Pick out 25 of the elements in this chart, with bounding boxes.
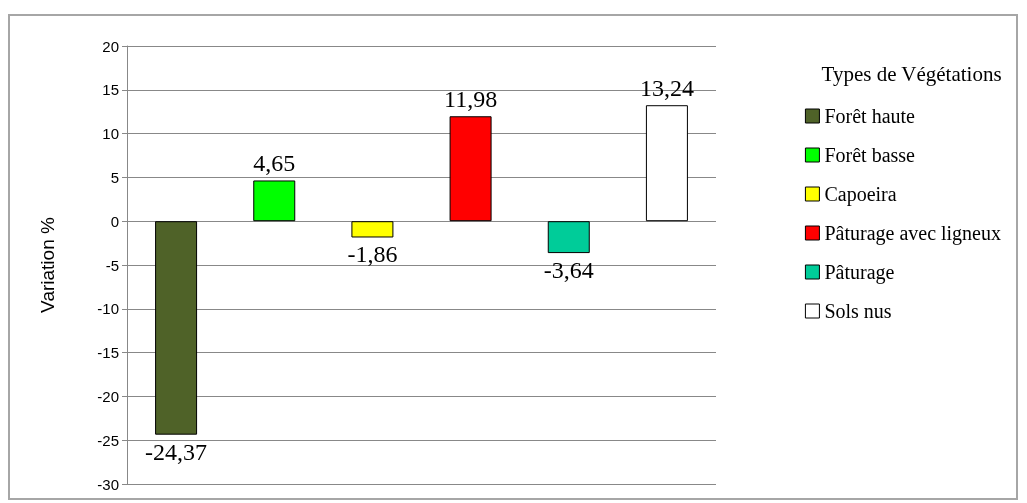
y-tick-label: -20 xyxy=(97,387,119,405)
y-axis-title: Variation % xyxy=(37,217,58,313)
y-tick-label: 15 xyxy=(102,81,119,99)
legend-label: Sols nus xyxy=(824,300,892,322)
y-tick-label: -10 xyxy=(97,300,119,318)
data-label: -1,86 xyxy=(347,241,398,268)
y-tick-label: 5 xyxy=(110,168,119,186)
legend-label: Pâturage avec ligneux xyxy=(824,222,1001,245)
legend-label: Capoeira xyxy=(824,183,897,206)
legend-label: Pâturage xyxy=(824,261,895,284)
data-label: 4,65 xyxy=(253,150,296,177)
y-tick-label: 0 xyxy=(110,212,119,230)
y-tick-label: -15 xyxy=(97,344,119,362)
y-tick-label: -30 xyxy=(97,475,119,493)
legend-label: Forêt basse xyxy=(824,144,916,166)
data-label: 13,24 xyxy=(639,75,694,102)
y-tick-label: -5 xyxy=(105,256,119,274)
y-tick-label: 20 xyxy=(102,37,119,55)
data-label: -3,64 xyxy=(543,257,594,284)
y-tick-label: -25 xyxy=(97,431,119,449)
y-tick-label: 10 xyxy=(102,125,119,143)
legend-title: Types de Végétations xyxy=(821,61,1002,86)
data-label: 11,98 xyxy=(444,86,498,113)
data-label: -24,37 xyxy=(145,438,208,465)
legend-label: Forêt haute xyxy=(824,105,916,127)
